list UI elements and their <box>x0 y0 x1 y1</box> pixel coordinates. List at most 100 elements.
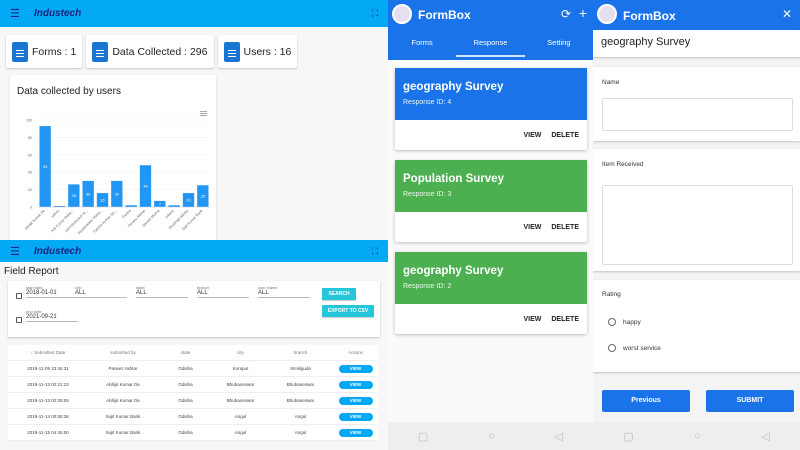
question-rating: Rating happy worst service <box>593 280 800 372</box>
card-actions: VIEW DELETE <box>395 120 587 150</box>
bar[interactable] <box>139 165 152 207</box>
table-cell: 2019-11-09 23:45:31 <box>27 366 69 371</box>
tab-setting[interactable]: Setting <box>547 38 571 47</box>
response-card-header[interactable]: Population Survey Response ID: 3 <box>395 160 587 212</box>
column-header[interactable]: ↑ Submitted Date <box>30 350 66 355</box>
end-date-field[interactable]: end date 2021-09-21 <box>26 309 78 322</box>
menu-icon[interactable]: ☰ <box>10 245 20 258</box>
android-nav-bar: ▢ ○ ◁ <box>593 422 800 450</box>
table-cell: 2019-11-13 02:21:23 <box>27 382 69 387</box>
x-tick-label: Abhijit Kumar De <box>24 209 46 231</box>
response-card: geography Survey Response ID: 4 VIEW DEL… <box>395 68 587 150</box>
table-cell: Abhijit Kumar De <box>106 382 140 387</box>
calendar-icon[interactable] <box>16 293 22 299</box>
x-tick-label: admin <box>50 209 60 219</box>
bar[interactable] <box>111 180 123 207</box>
table-cell: Koraput <box>232 366 249 371</box>
bar[interactable] <box>82 180 94 207</box>
bar[interactable] <box>68 184 80 207</box>
name-input[interactable] <box>602 98 793 131</box>
fullscreen-icon[interactable]: ⛶ <box>371 8 378 18</box>
bar[interactable] <box>125 205 137 207</box>
bar-value-label: 30 <box>115 191 120 196</box>
view-button[interactable]: VIEW <box>338 428 373 437</box>
recent-apps-icon[interactable]: ▢ <box>623 430 634 443</box>
bar[interactable] <box>39 126 51 207</box>
survey-title-card: geography Survey <box>593 30 800 57</box>
radio-circle-icon <box>608 318 616 326</box>
start-date-field[interactable]: start date 2018-01-01 <box>26 285 78 298</box>
table-cell: Angul <box>294 414 307 419</box>
actions-cell: VIEW <box>333 412 378 421</box>
back-icon[interactable]: ◁ <box>761 430 770 443</box>
view-button[interactable]: VIEW <box>523 131 542 139</box>
delete-button[interactable]: DELETE <box>551 131 579 139</box>
view-button[interactable]: VIEW <box>338 364 373 373</box>
bar-value-label: 7 <box>159 201 162 206</box>
tab-forms[interactable]: Forms <box>411 38 433 47</box>
response-card-header[interactable]: geography Survey Response ID: 4 <box>395 68 587 120</box>
table-cell: Odisha <box>178 430 193 435</box>
y-tick-label: 20 <box>28 188 32 192</box>
city-select[interactable]: city ALL <box>75 285 127 298</box>
tab-response[interactable]: Response <box>456 38 525 57</box>
home-icon[interactable]: ○ <box>488 430 495 442</box>
bar[interactable] <box>197 185 209 207</box>
delete-button[interactable]: DELETE <box>551 315 579 323</box>
y-tick-label: 0 <box>30 206 32 210</box>
export-csv-button[interactable]: EXPORT TO CSV <box>322 305 374 317</box>
view-button[interactable]: VIEW <box>523 315 542 323</box>
y-tick-label: 80 <box>28 136 32 140</box>
bar[interactable] <box>53 206 66 207</box>
view-button[interactable]: VIEW <box>338 380 373 389</box>
table-cell: 2019-11-13 02:25:05 <box>27 398 69 403</box>
response-card: Population Survey Response ID: 3 VIEW DE… <box>395 160 587 242</box>
branch-select[interactable]: branch ALL <box>197 285 249 298</box>
view-button[interactable]: VIEW <box>523 223 542 231</box>
previous-button[interactable]: Previous <box>602 390 690 412</box>
response-card-header[interactable]: geography Survey Response ID: 2 <box>395 252 587 304</box>
home-icon[interactable]: ○ <box>694 430 701 442</box>
close-icon[interactable]: ✕ <box>781 7 792 21</box>
field-label: branch <box>197 285 210 290</box>
view-button[interactable]: VIEW <box>338 412 373 421</box>
menu-icon[interactable]: ☰ <box>10 8 20 20</box>
table-cell: Bhubaneswar <box>286 382 315 387</box>
x-tick-label: srikant <box>165 209 175 219</box>
add-icon[interactable]: + <box>578 5 587 21</box>
bar[interactable] <box>182 193 195 207</box>
calendar-icon[interactable] <box>16 317 22 323</box>
tab-bar: Forms Response Setting <box>388 38 593 57</box>
state-select[interactable]: state ALL <box>136 285 188 298</box>
radio-happy[interactable]: happy <box>608 318 641 326</box>
table-row: 2019-11-15 04:45:00 Sujit Kumar Barik Odis… <box>8 425 378 441</box>
document-icon <box>12 41 28 62</box>
back-icon[interactable]: ◁ <box>554 430 564 443</box>
bar[interactable] <box>154 200 166 207</box>
table-cell: 2019-11-14 00:55:38 <box>27 414 69 419</box>
app-title: FormBox <box>418 8 471 22</box>
table-row: 2019-11-14 00:55:38 Sujit Kumar Barik Odis… <box>8 409 378 425</box>
item-received-input[interactable] <box>602 185 793 265</box>
column-header: city <box>237 350 244 355</box>
table-row: 2019-11-13 02:21:23 Abhijit Kumar De Odish… <box>8 377 378 393</box>
stat-label: Data Collected : 296 <box>112 45 208 58</box>
bar[interactable] <box>168 205 180 207</box>
recent-apps-icon[interactable]: ▢ <box>417 430 429 443</box>
view-button[interactable]: VIEW <box>338 396 373 405</box>
column-header: state <box>180 350 191 355</box>
delete-button[interactable]: DELETE <box>551 223 579 231</box>
refresh-icon[interactable]: ⟳ <box>560 7 571 21</box>
user-name-select[interactable]: user Name ALL <box>258 285 310 298</box>
x-tick-label: Partha <box>122 209 132 219</box>
search-button[interactable]: SEARCH <box>322 288 356 300</box>
app-bar: ☰ Industech ⛶ <box>0 240 388 262</box>
bar[interactable] <box>96 193 109 207</box>
radio-worst-service[interactable]: worst service <box>608 344 661 352</box>
column-header: Actions <box>348 350 363 355</box>
option-label: happy <box>623 318 641 326</box>
app-title: Industech <box>34 245 82 257</box>
submit-button[interactable]: SUBMIT <box>706 390 794 412</box>
fullscreen-icon[interactable]: ⛶ <box>371 245 378 256</box>
